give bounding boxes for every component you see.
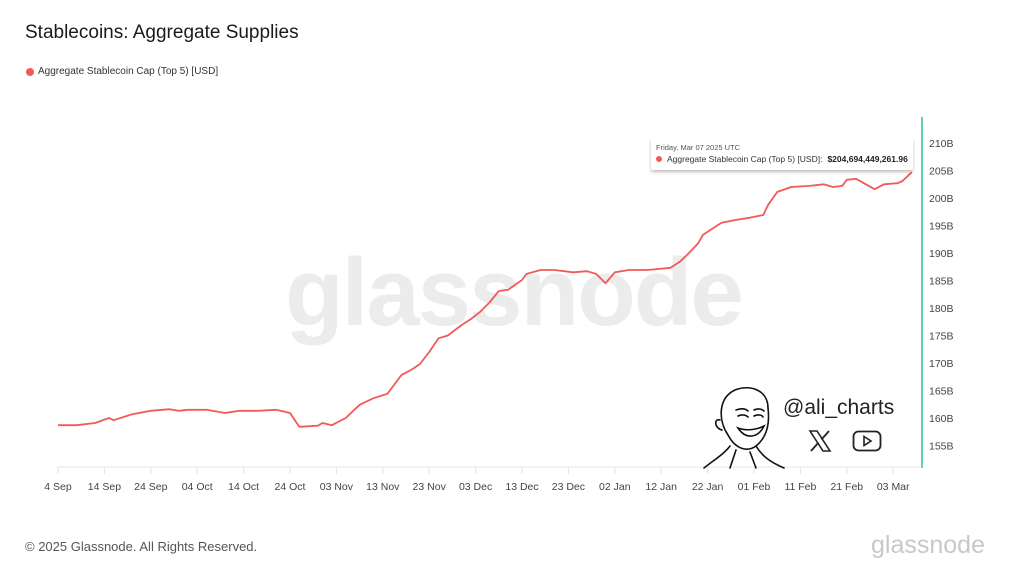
x-tick-label: 03 Nov <box>320 481 354 493</box>
x-tick-label: 01 Feb <box>738 481 771 493</box>
y-tick-label: 200B <box>929 193 954 205</box>
social-handle: @ali_charts <box>783 396 895 419</box>
glassnode-logo: glassnode <box>871 531 985 559</box>
x-tick-label: 14 Sep <box>88 481 121 493</box>
y-tick-label: 210B <box>929 138 954 150</box>
tooltip-dot-icon <box>656 156 662 162</box>
avatar-meme-face-icon <box>703 386 785 469</box>
x-tick-label: 4 Sep <box>44 481 72 493</box>
youtube-icon <box>852 430 882 452</box>
watermark: glassnode <box>285 239 744 346</box>
y-tick-label: 205B <box>929 166 954 178</box>
x-logo-icon <box>808 430 832 452</box>
y-tick-label: 155B <box>929 441 954 453</box>
y-tick-label: 180B <box>929 303 954 315</box>
y-tick-label: 175B <box>929 331 954 343</box>
y-tick-label: 190B <box>929 248 954 260</box>
legend-dot-icon <box>26 67 34 76</box>
y-tick-label: 165B <box>929 386 954 398</box>
x-tick-label: 12 Jan <box>645 481 677 493</box>
y-tick-label: 195B <box>929 221 954 233</box>
x-tick-label: 11 Feb <box>784 481 816 493</box>
legend-label: Aggregate Stablecoin Cap (Top 5) [USD] <box>38 66 219 77</box>
x-tick-label: 02 Jan <box>599 481 631 493</box>
x-tick-label: 14 Oct <box>228 481 259 493</box>
x-tick-label: 22 Jan <box>692 481 724 493</box>
chart-title: Stablecoins: Aggregate Supplies <box>25 22 299 43</box>
x-tick-label: 13 Nov <box>366 481 400 493</box>
x-tick-label: 21 Feb <box>830 481 863 493</box>
x-tick-label: 23 Nov <box>413 481 447 493</box>
tooltip-value: $204,694,449,261.96 <box>827 154 908 164</box>
x-tick-label: 13 Dec <box>505 481 538 493</box>
legend-item[interactable]: Aggregate Stablecoin Cap (Top 5) [USD] <box>26 66 218 77</box>
x-tick-label: 24 Oct <box>275 481 306 493</box>
x-tick-label: 03 Mar <box>877 481 910 493</box>
y-tick-label: 170B <box>929 358 954 370</box>
x-tick-label: 04 Oct <box>182 481 213 493</box>
y-tick-label: 160B <box>929 413 954 425</box>
tooltip-date: Friday, Mar 07 2025 UTC <box>656 143 741 152</box>
tooltip: Friday, Mar 07 2025 UTC Aggregate Stable… <box>651 138 913 170</box>
x-tick-label: 23 Dec <box>552 481 585 493</box>
x-tick-label: 03 Dec <box>459 481 492 493</box>
x-tick-label: 24 Sep <box>134 481 167 493</box>
series-line <box>58 171 913 428</box>
copyright-text: © 2025 Glassnode. All Rights Reserved. <box>25 539 258 554</box>
y-tick-label: 185B <box>929 276 954 288</box>
tooltip-series: Aggregate Stablecoin Cap (Top 5) [USD]: <box>667 154 823 164</box>
